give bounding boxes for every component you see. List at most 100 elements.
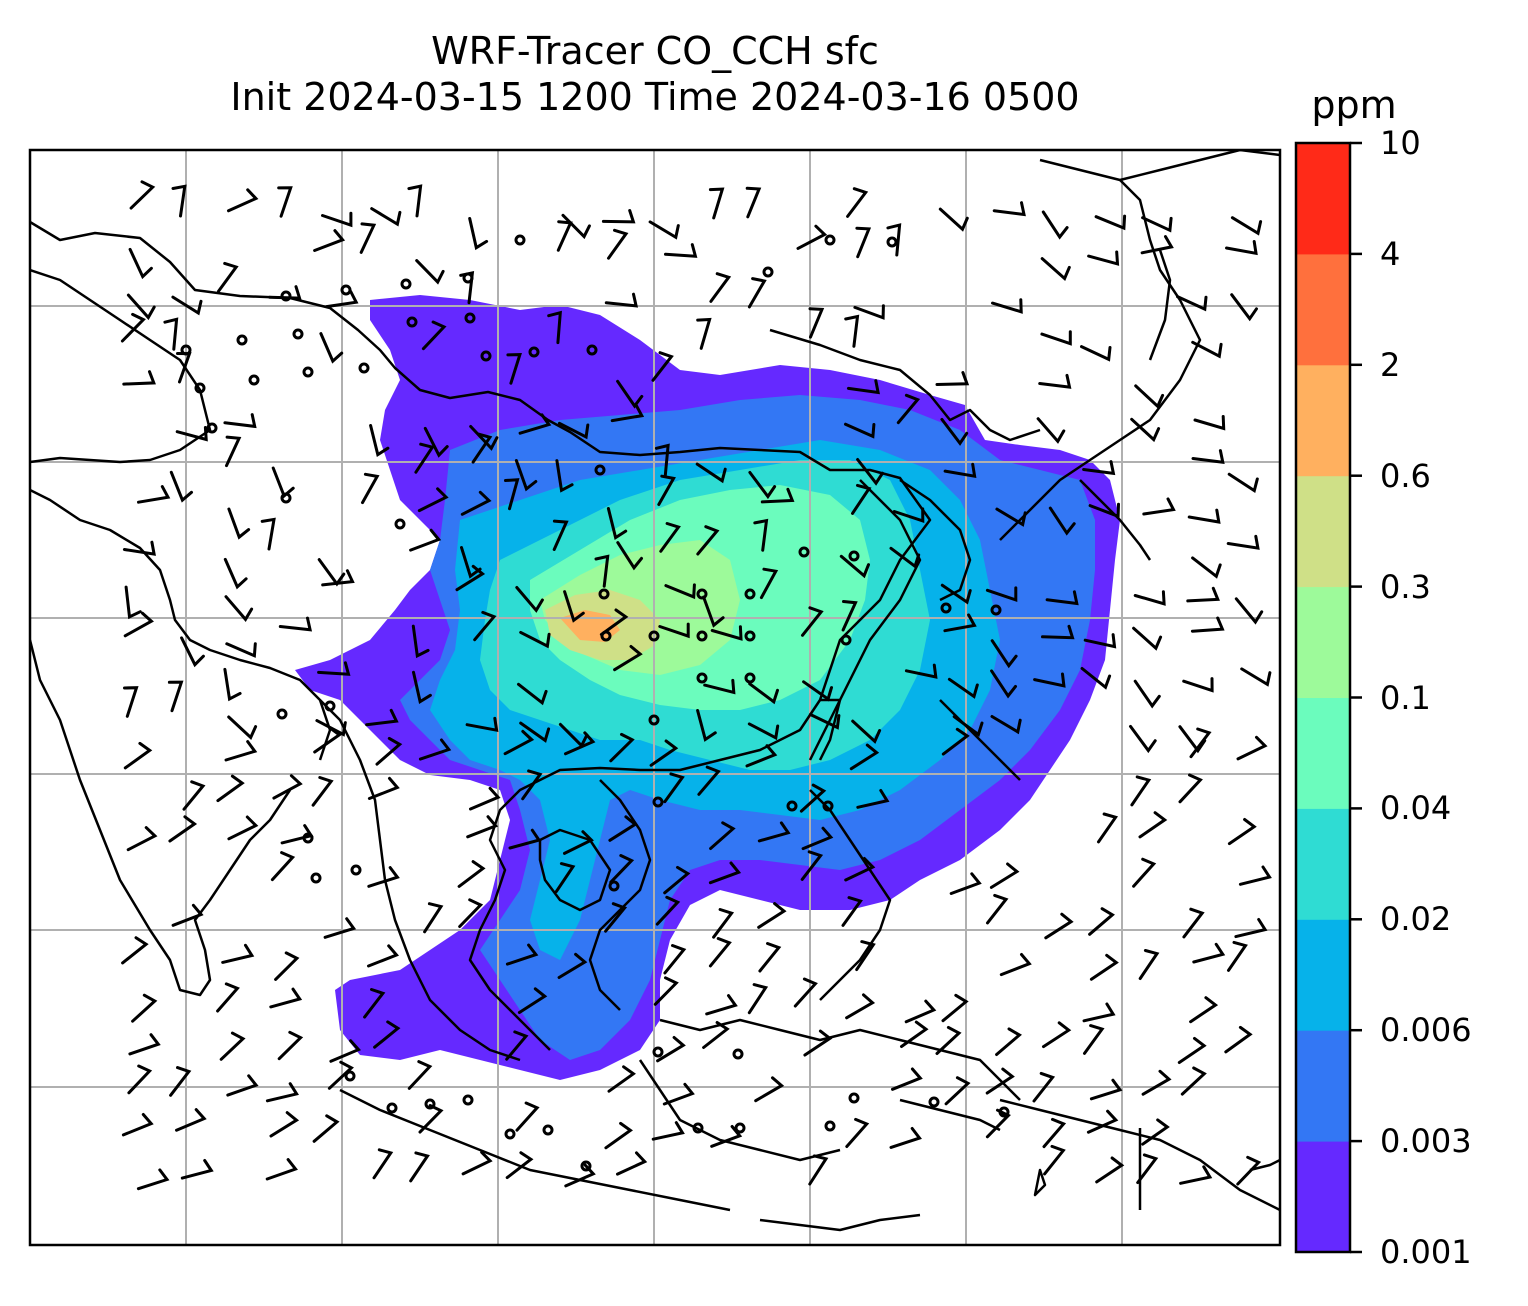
wind-barb xyxy=(519,721,551,743)
wind-barb xyxy=(317,661,351,676)
calm-wind-marker xyxy=(180,344,192,356)
wind-barb xyxy=(515,586,544,613)
wind-barb xyxy=(609,732,635,763)
wind-barb xyxy=(656,1036,686,1063)
map-title-line-2: Init 2024-03-15 1200 Time 2024-03-16 050… xyxy=(230,75,1080,119)
calm-wind-marker xyxy=(762,266,774,278)
wind-barb xyxy=(663,944,687,975)
wind-barb xyxy=(702,595,725,628)
wind-barb xyxy=(935,371,970,386)
wind-barb xyxy=(278,616,313,632)
wind-barb xyxy=(649,739,679,767)
map-title-line-1: WRF-Tracer CO_CCH sfc xyxy=(431,29,879,73)
wind-barb xyxy=(272,774,303,800)
wind-barb xyxy=(1087,250,1120,266)
wind-barb xyxy=(122,370,156,386)
wind-barb xyxy=(415,259,445,285)
wind-barb xyxy=(504,478,520,511)
wind-barb xyxy=(224,595,254,622)
wind-barb xyxy=(369,424,390,457)
wind-barb xyxy=(1041,210,1069,240)
wind-barb xyxy=(712,908,735,939)
wind-barb xyxy=(1234,597,1264,625)
wind-barb xyxy=(856,458,884,486)
wind-barb xyxy=(648,220,680,240)
wind-barb xyxy=(163,317,179,351)
wind-barb xyxy=(1142,497,1176,516)
calm-wind-marker xyxy=(292,328,304,340)
wind-barb xyxy=(120,312,146,343)
wind-barb xyxy=(126,293,156,321)
wind-barb xyxy=(375,736,403,766)
wind-barb xyxy=(1238,865,1272,886)
colorbar-segment xyxy=(1296,475,1350,588)
wind-barb xyxy=(370,207,402,227)
wind-barb xyxy=(216,982,240,1013)
wind-barb xyxy=(1044,912,1074,940)
wind-barb xyxy=(311,776,334,807)
wind-barb xyxy=(747,277,767,309)
wind-barb xyxy=(1136,1153,1159,1185)
wind-barb xyxy=(900,1020,929,1048)
wind-barb xyxy=(131,993,158,1023)
wind-barb xyxy=(995,1027,1022,1056)
wind-barb xyxy=(793,977,818,1008)
wind-barb xyxy=(1097,812,1119,844)
wind-barb xyxy=(802,680,833,702)
colorbar-tick-label: 2 xyxy=(1380,345,1401,384)
wind-barb xyxy=(845,1117,870,1148)
wind-barb xyxy=(123,686,139,718)
wind-barb xyxy=(457,860,486,888)
wind-barb xyxy=(745,186,762,219)
wind-barb xyxy=(1141,1069,1172,1096)
wind-barb xyxy=(599,608,629,636)
wind-barb xyxy=(1191,340,1223,359)
colorbar-unit-label: ppm xyxy=(1311,83,1397,127)
wind-barb xyxy=(423,426,449,458)
wind-barb xyxy=(417,487,449,513)
wind-barb xyxy=(175,1108,207,1132)
wind-barb xyxy=(124,585,142,620)
wind-barb xyxy=(175,426,208,442)
wind-barb xyxy=(227,507,251,540)
wind-barb xyxy=(121,936,149,965)
wind-barb xyxy=(372,1148,394,1180)
wind-barb xyxy=(1227,940,1248,972)
wind-barb xyxy=(325,290,359,309)
calm-wind-marker xyxy=(350,864,362,876)
wind-barb xyxy=(1040,330,1072,346)
wind-barb xyxy=(547,310,562,345)
wind-barb xyxy=(947,677,979,699)
calm-wind-marker xyxy=(608,880,620,892)
wind-barb xyxy=(1240,667,1272,687)
wind-barb xyxy=(1040,257,1071,282)
wind-barb xyxy=(844,422,876,439)
wind-barb xyxy=(265,1158,298,1181)
wind-barb xyxy=(171,295,203,316)
wind-barb xyxy=(460,490,492,516)
wind-barb xyxy=(1177,1036,1207,1064)
calm-wind-marker xyxy=(824,234,836,246)
wind-barb xyxy=(129,180,156,210)
wind-barb xyxy=(757,902,787,929)
wind-barb xyxy=(853,304,885,320)
colorbar-segment xyxy=(1296,697,1350,809)
calm-wind-marker xyxy=(406,316,418,328)
calm-wind-marker xyxy=(786,800,798,812)
wind-barb xyxy=(1227,472,1259,493)
wind-barb xyxy=(365,708,399,727)
wind-barb xyxy=(361,472,380,505)
wind-barb xyxy=(938,207,969,232)
wind-barb xyxy=(329,1039,362,1063)
wind-barb xyxy=(1138,811,1168,839)
wind-barb xyxy=(651,351,674,382)
wind-barb xyxy=(227,815,259,841)
wind-barb xyxy=(747,983,769,1015)
wind-barb xyxy=(564,731,596,756)
wind-barb xyxy=(1180,1066,1207,1096)
wind-barb xyxy=(1080,345,1112,362)
wind-barb xyxy=(465,716,499,733)
map-frame xyxy=(28,148,1282,1247)
wind-barb xyxy=(846,187,869,218)
wind-barb xyxy=(423,902,444,934)
